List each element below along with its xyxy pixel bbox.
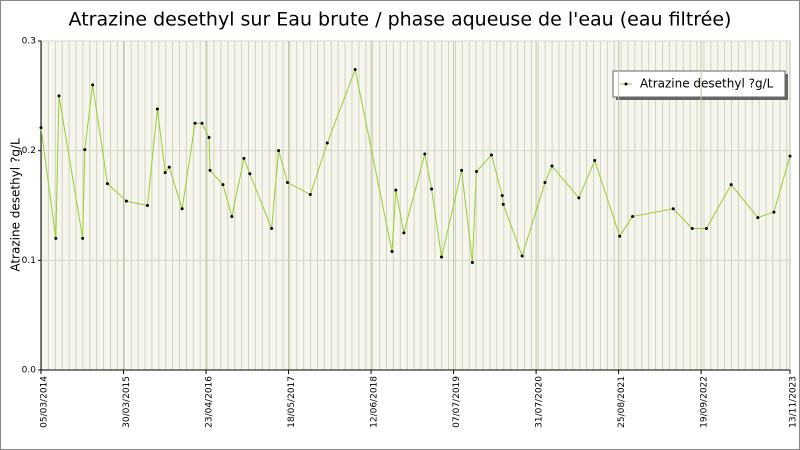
data-point	[193, 121, 197, 125]
data-point	[474, 170, 478, 174]
data-point	[520, 254, 524, 258]
data-point	[57, 94, 61, 98]
data-point	[788, 154, 792, 158]
data-point	[155, 107, 159, 111]
data-point	[618, 234, 622, 238]
data-point	[180, 207, 184, 211]
data-point	[593, 159, 597, 163]
x-tick-label: 30/03/2015	[122, 376, 132, 428]
data-point	[704, 227, 708, 231]
data-point	[124, 199, 128, 203]
x-tick-label: 23/04/2016	[205, 376, 215, 428]
legend: Atrazine desethyl ?g/L	[612, 70, 788, 100]
data-point	[270, 227, 274, 231]
x-tick-label: 13/11/2023	[789, 376, 799, 428]
data-point	[167, 165, 171, 169]
y-tick-label: 0.1	[22, 256, 36, 266]
data-point	[242, 156, 246, 160]
data-point	[470, 261, 474, 265]
x-tick-label: 07/07/2019	[452, 376, 462, 428]
data-point	[390, 250, 394, 254]
data-point	[105, 182, 109, 186]
data-point	[221, 183, 225, 187]
chart-title: Atrazine desethyl sur Eau brute / phase …	[69, 9, 732, 31]
x-tick-label: 05/03/2014	[40, 376, 50, 428]
data-point	[423, 152, 427, 156]
data-point	[550, 164, 554, 168]
data-point	[690, 227, 694, 231]
data-point	[208, 168, 212, 172]
data-point	[543, 180, 547, 184]
x-tick-label: 12/06/2018	[370, 376, 380, 428]
data-point	[577, 196, 581, 200]
data-point	[353, 68, 357, 72]
data-point	[91, 83, 95, 87]
data-point	[631, 214, 635, 218]
data-point	[772, 210, 776, 214]
data-point	[277, 149, 281, 153]
y-tick-label: 0.2	[22, 146, 36, 156]
data-point	[440, 255, 444, 259]
y-tick-label: 0.3	[22, 37, 36, 47]
data-point	[145, 204, 149, 207]
legend-label: Atrazine desethyl ?g/L	[640, 77, 774, 91]
data-point	[54, 236, 58, 240]
data-point	[500, 194, 504, 198]
data-point	[200, 121, 204, 125]
data-point	[671, 207, 675, 211]
x-tick-label: 18/05/2017	[287, 376, 297, 428]
data-point	[501, 202, 505, 206]
data-point	[756, 216, 760, 220]
data-point	[308, 193, 312, 197]
x-tick-label: 19/09/2022	[700, 376, 710, 428]
data-point	[248, 172, 252, 176]
data-point	[39, 126, 43, 130]
x-tick-label: 31/07/2020	[535, 376, 545, 428]
data-point	[207, 136, 211, 140]
data-point	[394, 188, 398, 192]
y-tick-label: 0.0	[22, 366, 37, 376]
data-point	[729, 183, 733, 187]
data-point	[83, 148, 87, 152]
data-point	[285, 180, 289, 184]
y-axis-label: Atrazine desethyl ?g/L	[9, 138, 23, 272]
data-point	[460, 168, 464, 172]
legend-box	[612, 70, 786, 98]
data-point	[230, 214, 234, 218]
data-point	[402, 231, 406, 235]
data-point	[81, 236, 85, 240]
x-tick-label: 25/08/2021	[617, 376, 627, 428]
data-point	[430, 187, 434, 191]
data-point	[163, 171, 167, 175]
data-point	[325, 141, 329, 145]
legend-marker	[624, 82, 628, 86]
data-point	[489, 153, 493, 157]
